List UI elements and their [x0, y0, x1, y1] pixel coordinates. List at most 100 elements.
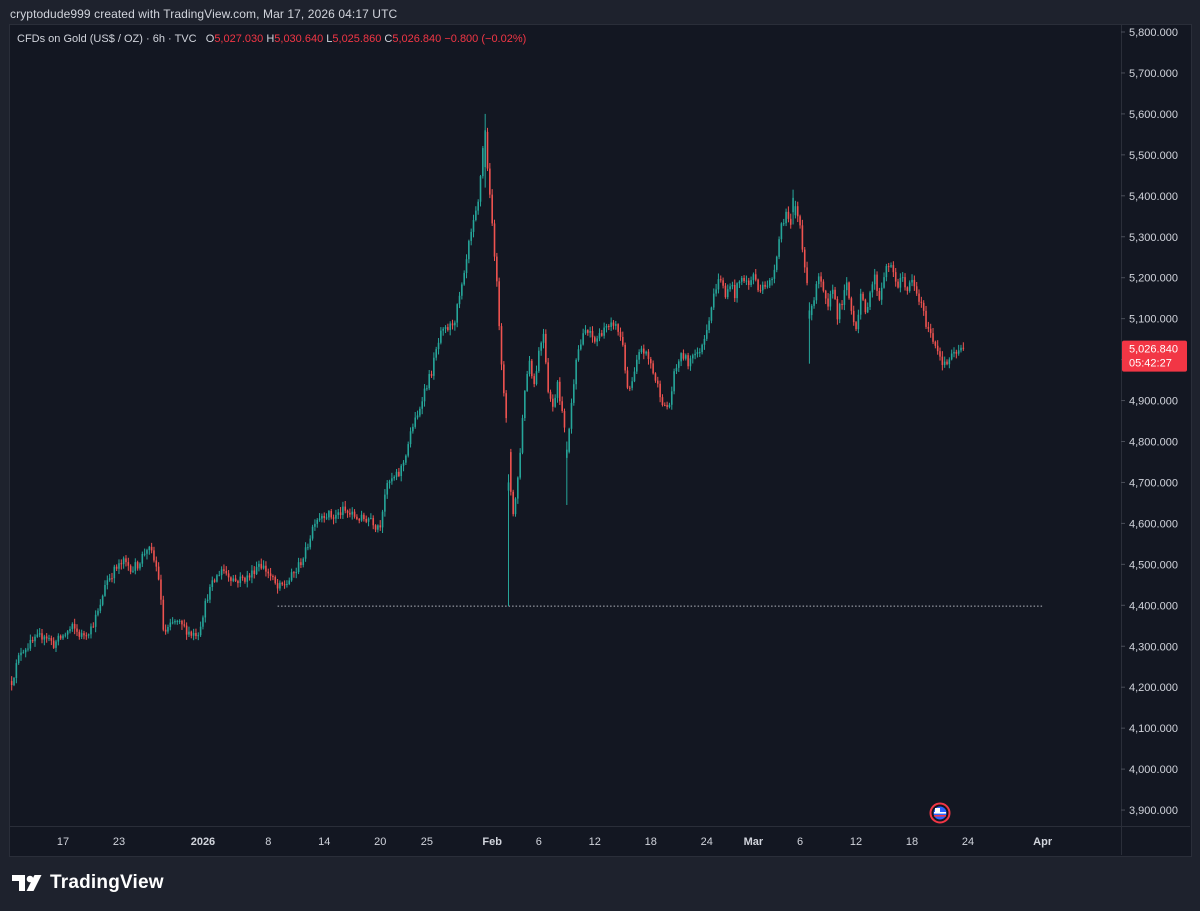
- candle-countdown: 05:42:27: [1129, 358, 1172, 370]
- candle-body: [20, 652, 22, 656]
- time-axis-label: Mar: [744, 836, 764, 848]
- candle-body: [649, 358, 652, 364]
- candle-body: [659, 383, 661, 398]
- candle-body: [461, 284, 463, 296]
- candle-body: [197, 635, 200, 637]
- candle: [463, 270, 465, 286]
- candle-body: [108, 578, 111, 581]
- time-axis-label: 12: [589, 836, 601, 848]
- candle-body: [330, 511, 333, 518]
- candle-body: [873, 274, 876, 285]
- candle-body: [652, 363, 654, 374]
- candle: [384, 489, 386, 517]
- candle-body: [129, 565, 132, 572]
- candle: [771, 277, 773, 286]
- candle-body: [265, 565, 267, 572]
- candle: [304, 542, 307, 562]
- candle-body: [911, 279, 913, 283]
- candle-body: [372, 518, 375, 526]
- candle: [512, 489, 514, 517]
- candle: [838, 302, 841, 324]
- symbol-name[interactable]: CFDs on Gold (US$ / OZ): [17, 33, 143, 45]
- candle-body: [624, 344, 626, 371]
- candle: [330, 508, 333, 520]
- candle: [99, 599, 102, 614]
- candle: [272, 574, 274, 581]
- candle: [885, 263, 888, 282]
- candle-body: [449, 323, 451, 330]
- chart-frame[interactable]: [9, 24, 1192, 857]
- candle-body: [890, 265, 892, 267]
- candle-body: [283, 584, 286, 586]
- candle: [80, 629, 83, 640]
- candle: [622, 331, 624, 347]
- candle: [349, 508, 351, 518]
- candle: [925, 305, 927, 329]
- candle: [444, 325, 447, 334]
- candle-body: [587, 330, 589, 333]
- candle: [747, 277, 750, 290]
- candle: [768, 277, 771, 288]
- candle: [829, 290, 832, 311]
- candle: [517, 476, 519, 504]
- candle: [29, 634, 32, 651]
- ohlc-legend[interactable]: CFDs on Gold (US$ / OZ) · 6h · TVC O5,02…: [17, 33, 526, 45]
- candle: [423, 384, 426, 407]
- candle-body: [932, 333, 934, 342]
- candle-body: [50, 638, 53, 641]
- us-flag-event-icon[interactable]: [929, 802, 951, 824]
- candle-body: [796, 206, 799, 217]
- candle-body: [150, 546, 153, 551]
- candle: [274, 575, 277, 585]
- candle: [752, 272, 755, 285]
- candle: [901, 272, 904, 282]
- candle: [957, 344, 960, 356]
- candle: [230, 576, 232, 586]
- candle-body: [43, 636, 46, 640]
- time-axis-label: Feb: [482, 836, 502, 848]
- tradingview-logo[interactable]: TradingView: [12, 869, 164, 897]
- candle-body: [510, 452, 512, 492]
- candle-body: [505, 393, 507, 419]
- candle-body: [663, 405, 666, 407]
- candle-body: [71, 623, 74, 630]
- candle-body: [141, 553, 144, 564]
- candle: [587, 329, 589, 336]
- candle: [17, 652, 20, 665]
- candle: [626, 366, 629, 390]
- high-value: 5,030.640: [274, 33, 324, 45]
- candle: [785, 208, 787, 227]
- candle: [484, 113, 486, 188]
- candle: [698, 348, 701, 358]
- candle-body: [724, 285, 727, 298]
- candle-body: [635, 359, 638, 372]
- candle-body: [848, 282, 850, 299]
- candle-body: [421, 401, 424, 409]
- candle: [391, 472, 393, 485]
- time-axis-label: 24: [962, 836, 974, 848]
- candle: [171, 617, 174, 625]
- candle-body: [328, 511, 330, 518]
- candle: [181, 619, 183, 630]
- candle-body: [622, 336, 624, 345]
- candle-body: [407, 444, 410, 456]
- candle-body: [190, 631, 193, 636]
- candle-body: [878, 291, 881, 300]
- interval-label[interactable]: 6h: [152, 33, 165, 45]
- candle: [120, 559, 123, 570]
- candle-body: [927, 326, 930, 329]
- candle-body: [906, 287, 909, 291]
- candle-body: [862, 293, 864, 300]
- price-axis-label: 4,600.000: [1129, 518, 1178, 530]
- candle-body: [360, 514, 363, 521]
- candle: [524, 390, 526, 421]
- price-axis-label: 5,500.000: [1129, 150, 1178, 162]
- candle: [831, 284, 834, 299]
- time-axis-label: 6: [797, 836, 803, 848]
- candle: [615, 320, 617, 330]
- candle: [20, 647, 22, 661]
- candle: [876, 271, 878, 297]
- candle: [750, 276, 752, 288]
- candle: [239, 572, 242, 587]
